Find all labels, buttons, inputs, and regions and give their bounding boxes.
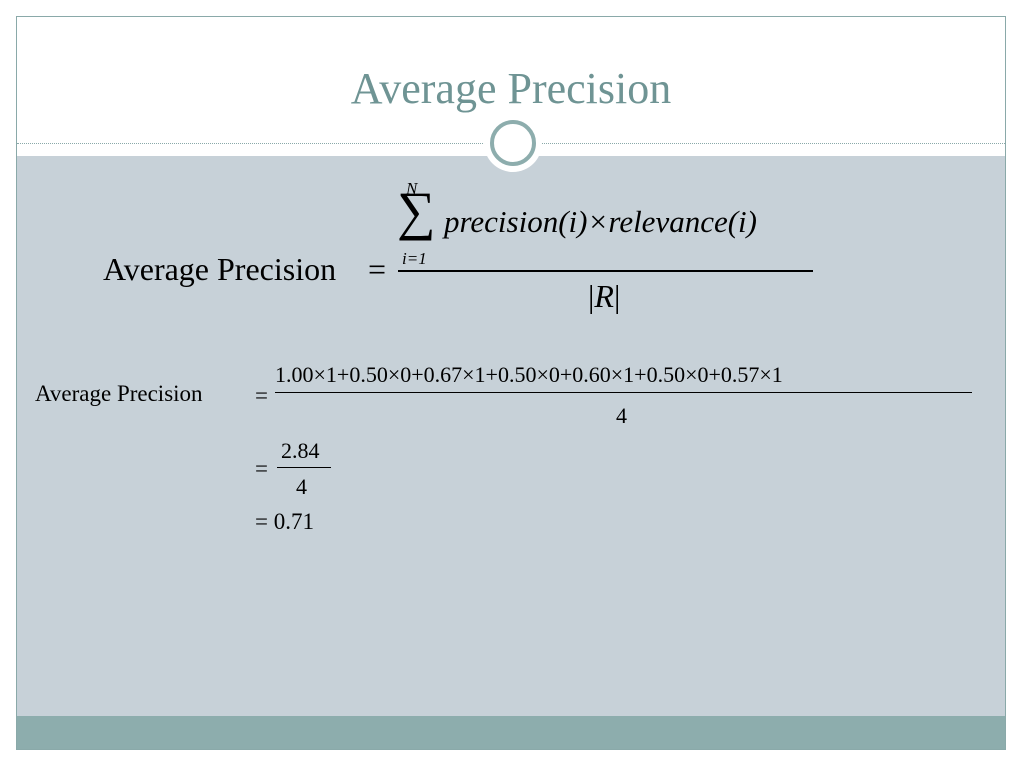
example-equals-2: = — [255, 456, 268, 481]
formula-denominator: |R| — [588, 278, 620, 315]
circle-ornament-icon — [484, 114, 542, 172]
abs-bar-right: | — [613, 278, 621, 314]
formula-label: Average Precision — [103, 251, 337, 287]
example-denominator-2: 4 — [296, 474, 307, 499]
example-equals-1: = — [255, 383, 268, 408]
denominator-R: R — [594, 278, 614, 314]
circle-ornament-ring — [490, 120, 536, 166]
content-area — [17, 156, 1005, 716]
example-denominator-1: 4 — [616, 403, 627, 428]
example-result: = 0.71 — [255, 509, 314, 534]
footer-bar — [17, 716, 1005, 749]
example-label: Average Precision — [35, 381, 203, 406]
formula-equals: = — [368, 251, 387, 287]
example-numerator-1: 1.00×1+0.50×0+0.67×1+0.50×0+0.60×1+0.50×… — [275, 362, 783, 387]
fraction-bar — [398, 270, 813, 272]
formula-numerator: precision(i)×relevance(i) — [444, 204, 757, 239]
abs-bar-left: | — [588, 278, 595, 314]
sum-upper-limit: N — [406, 179, 418, 198]
summation-icon: ∑ — [397, 181, 436, 241]
sum-lower-text: i=1 — [402, 249, 427, 268]
example-fraction-bar-2 — [277, 467, 331, 468]
example-numerator-2: 2.84 — [281, 438, 320, 463]
example-fraction-bar-1 — [275, 392, 972, 393]
sum-lower-limit: i=1 — [402, 249, 427, 269]
slide: Average Precision — [16, 16, 1006, 750]
slide-title: Average Precision — [350, 64, 672, 113]
